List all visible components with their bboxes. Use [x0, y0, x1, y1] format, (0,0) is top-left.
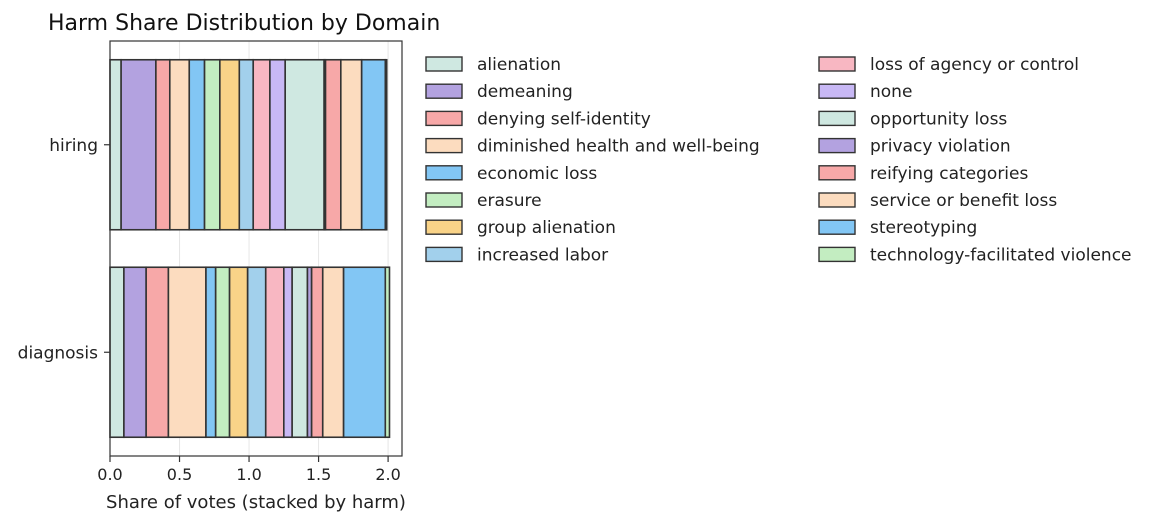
- axes: hiring diagnosis 0.0 0.5 1.0 1.5 2.0: [18, 40, 403, 484]
- legend-swatch-denying-self-identity: [425, 110, 463, 127]
- x-tick-label: 1.0: [236, 465, 261, 484]
- bar-diagnosis-diminished-health-and-well-being: [167, 266, 207, 439]
- bar-diagnosis-opportunity-loss: [291, 266, 309, 439]
- legend-label: group alienation: [477, 218, 616, 238]
- bar-hiring-service-or-benefit-loss: [340, 58, 363, 231]
- bar-hiring-group-alienation: [219, 58, 241, 231]
- chart-title: Harm Share Distribution by Domain: [48, 11, 440, 36]
- legend-swatch-opportunity-loss: [818, 110, 856, 127]
- legend-swatch-loss-of-agency-or-control: [818, 56, 856, 72]
- bar-hiring-demeaning: [120, 58, 157, 231]
- legend-label: economic loss: [477, 164, 597, 184]
- legend-swatch-demeaning: [425, 83, 463, 99]
- y-tick-label: hiring: [49, 136, 98, 156]
- legend-swatch-alienation: [425, 56, 463, 72]
- bar-diagnosis-erasure: [214, 266, 231, 439]
- bar-diagnosis-economic-loss: [205, 266, 217, 439]
- bar-diagnosis-group-alienation: [228, 266, 249, 439]
- bar-hiring-technology-facilitated-violence: [384, 58, 388, 231]
- legend-swatch-privacy-violation: [818, 137, 856, 154]
- legend-swatch-service-or-benefit-loss: [818, 192, 856, 208]
- legend-swatch-technology-facilitated-violence: [818, 246, 856, 263]
- x-tick-label: 1.5: [306, 465, 331, 484]
- legend: alienation demeaning denying self-identity…: [425, 55, 1132, 265]
- legend-swatch-erasure: [425, 192, 463, 208]
- bar-hiring-reifying-categories: [324, 58, 342, 231]
- legend-label: denying self-identity: [477, 109, 651, 129]
- bar-hiring-opportunity-loss: [284, 58, 325, 231]
- bar-diagnosis-reifying-categories: [310, 266, 324, 439]
- legend-label: demeaning: [477, 82, 573, 102]
- bar-diagnosis-service-or-benefit-loss: [321, 266, 345, 439]
- bar-hiring-stereotyping: [360, 58, 387, 231]
- bar-diagnosis-loss-of-agency-or-control: [264, 266, 285, 439]
- x-axis-label: Share of votes (stacked by harm): [106, 492, 406, 513]
- bar-diagnosis-stereotyping: [342, 266, 387, 439]
- bar-hiring-increased-labor: [238, 58, 255, 231]
- bar-diagnosis-alienation: [109, 266, 125, 439]
- y-tick-label: diagnosis: [18, 343, 98, 363]
- bars: [109, 58, 391, 439]
- legend-label: none: [870, 82, 912, 102]
- legend-swatch-economic-loss: [425, 165, 463, 181]
- legend-label: reifying categories: [870, 164, 1028, 184]
- bar-diagnosis-none: [283, 266, 293, 439]
- x-tick-label: 0.0: [97, 465, 122, 484]
- bar-hiring-economic-loss: [188, 58, 206, 231]
- legend-label: stereotyping: [870, 218, 977, 238]
- bar-hiring-denying-self-identity: [155, 58, 171, 231]
- legend-swatch-reifying-categories: [818, 165, 856, 181]
- plot-frame: [109, 40, 403, 457]
- legend-label: diminished health and well-being: [477, 137, 760, 157]
- bar-hiring-loss-of-agency-or-control: [252, 58, 271, 231]
- bar-diagnosis-technology-facilitated-violence: [384, 266, 391, 439]
- legend-swatch-group-alienation: [425, 219, 463, 235]
- legend-label: service or benefit loss: [870, 191, 1057, 211]
- x-tick-label: 0.5: [167, 465, 192, 484]
- bar-hiring-diminished-health-and-well-being: [168, 58, 191, 231]
- bar-diagnosis-increased-labor: [246, 266, 267, 439]
- legend-label: technology-facilitated violence: [870, 245, 1132, 265]
- legend-label: loss of agency or control: [870, 55, 1079, 75]
- legend-label: alienation: [477, 55, 561, 75]
- bar-hiring-erasure: [203, 58, 221, 231]
- legend-label: privacy violation: [870, 137, 1011, 157]
- legend-label: increased labor: [477, 245, 608, 265]
- bar-diagnosis-denying-self-identity: [145, 266, 170, 439]
- bar-hiring-none: [269, 58, 286, 231]
- legend-swatch-increased-labor: [425, 246, 463, 263]
- x-tick-label: 2.0: [375, 465, 400, 484]
- legend-label: erasure: [477, 191, 542, 211]
- bar-hiring-alienation: [109, 58, 122, 231]
- legend-label: opportunity loss: [870, 109, 1007, 129]
- legend-swatch-diminished-health-and-well-being: [425, 137, 463, 154]
- bar-diagnosis-demeaning: [123, 266, 147, 439]
- legend-swatch-none: [818, 83, 856, 99]
- legend-swatch-stereotyping: [818, 219, 856, 235]
